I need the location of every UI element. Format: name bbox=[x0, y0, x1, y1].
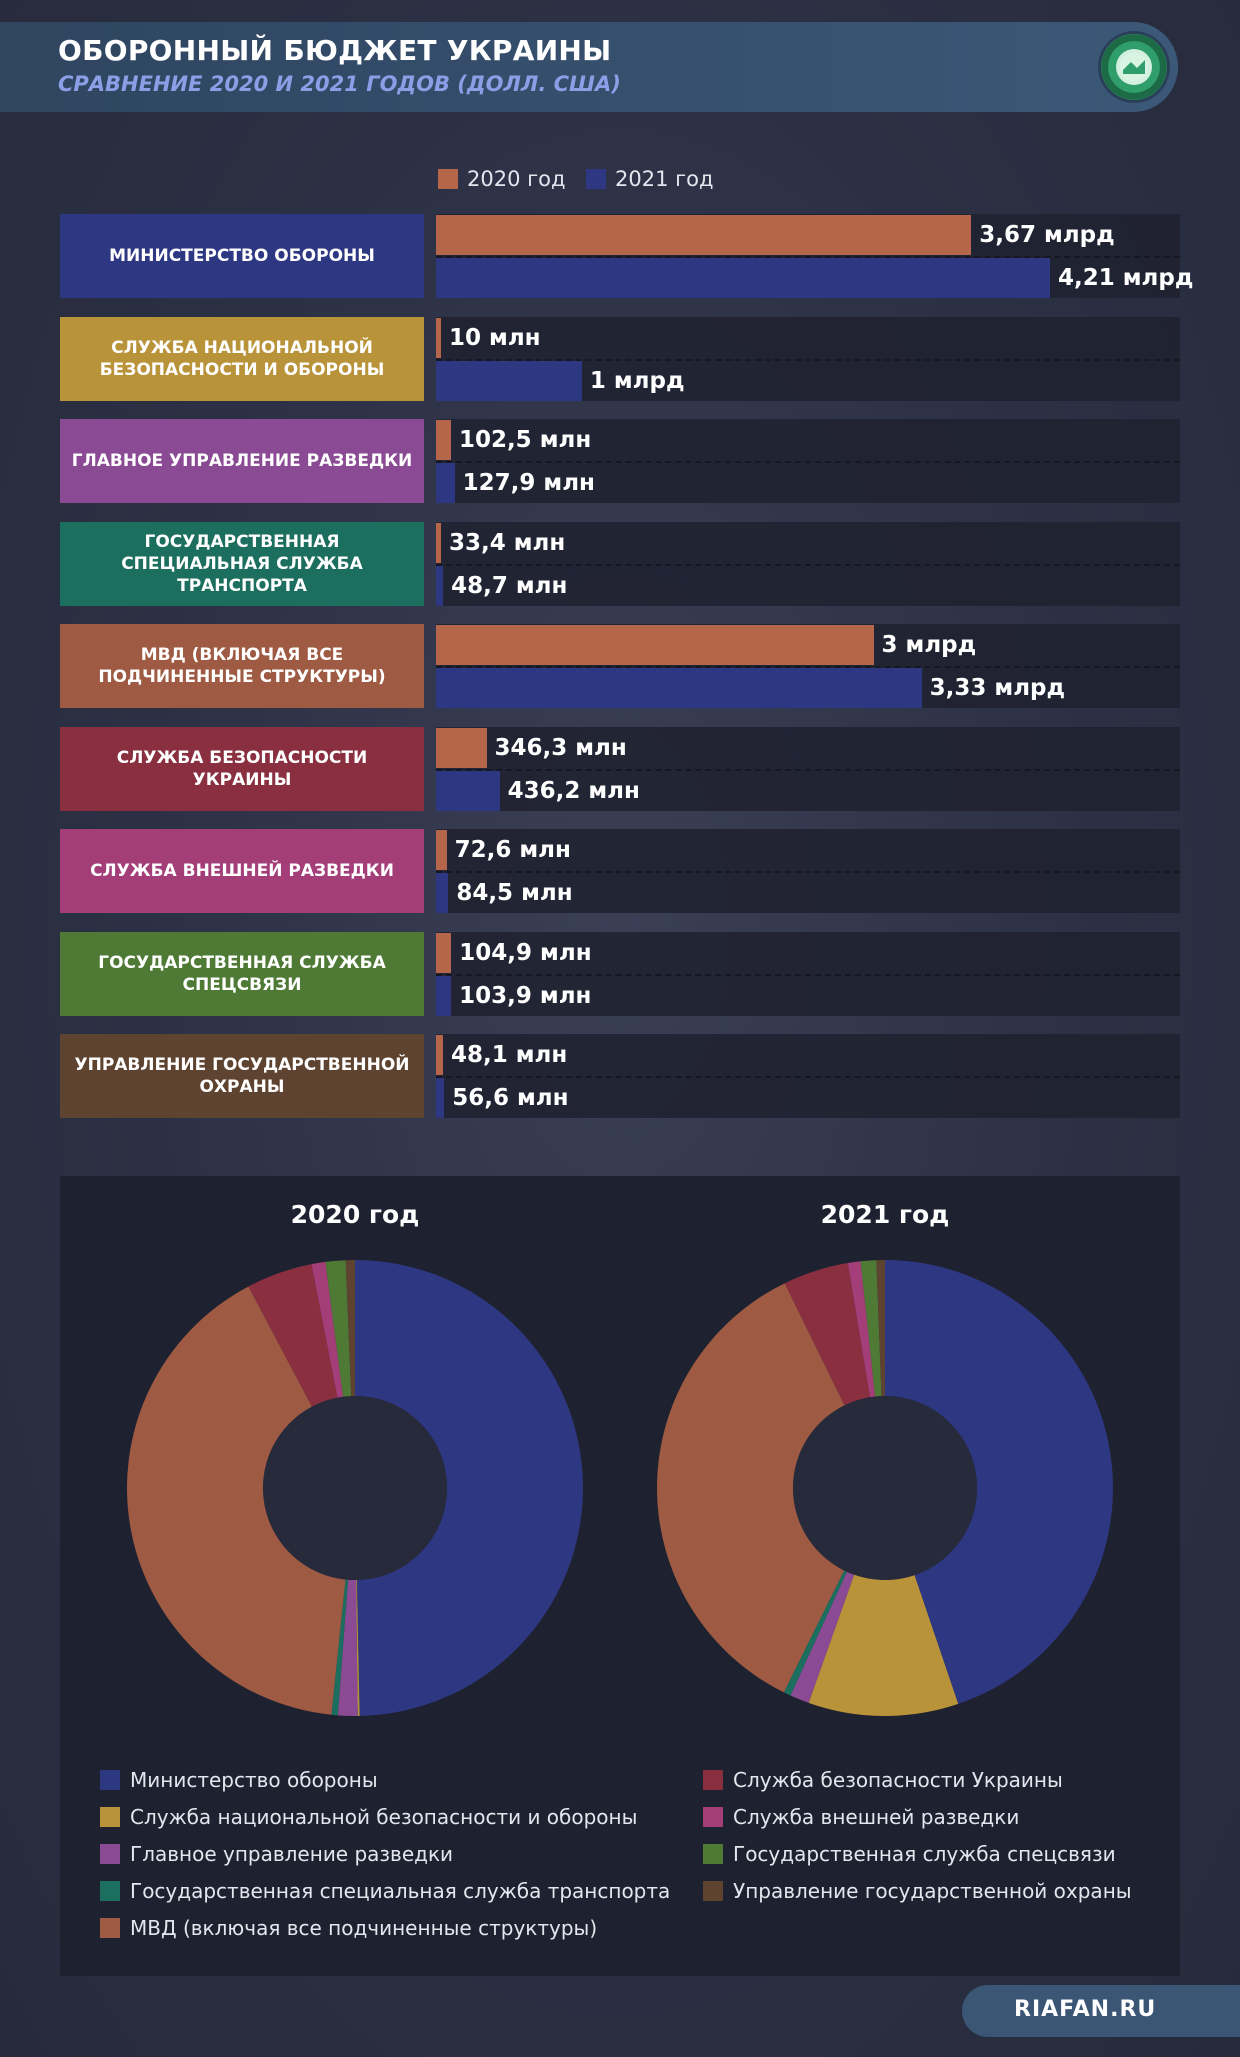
pie-legend-label: Служба безопасности Украины bbox=[733, 1768, 1063, 1792]
row-label: Управление государственной охраны bbox=[60, 1034, 424, 1118]
row-divider bbox=[436, 1076, 1180, 1078]
pie-legend-swatch bbox=[703, 1881, 723, 1901]
pie-legend-item: Главное управление разведки bbox=[100, 1842, 453, 1866]
row-divider bbox=[436, 564, 1180, 566]
pie-legend-swatch bbox=[100, 1807, 120, 1827]
value-label-2020: 3,67 млрд bbox=[979, 222, 1115, 248]
value-label-2021: 103,9 млн bbox=[459, 983, 592, 1009]
row-label: Министерство обороны bbox=[60, 214, 424, 298]
bar-2021 bbox=[436, 771, 500, 811]
pie-legend-item: Государственная специальная служба транс… bbox=[100, 1879, 670, 1903]
globe-logo-icon bbox=[1101, 34, 1167, 100]
pie-legend-item: Служба национальной безопасности и оборо… bbox=[100, 1805, 637, 1829]
bar-2020 bbox=[436, 523, 441, 563]
bar-2021 bbox=[436, 463, 455, 503]
bar-2020 bbox=[436, 933, 452, 973]
value-label-2020: 102,5 млн bbox=[458, 427, 592, 453]
pie-legend-label: МВД (включая все подчиненные структуры) bbox=[130, 1916, 598, 1940]
pie-legend-item: Управление государственной охраны bbox=[703, 1879, 1132, 1903]
legend-2020-label: 2020 год bbox=[467, 167, 566, 191]
pie-legend-swatch bbox=[100, 1770, 120, 1790]
legend-2020: 2020 год bbox=[438, 167, 566, 191]
pie-legend-swatch bbox=[703, 1770, 723, 1790]
row-divider bbox=[436, 256, 1180, 258]
pie-legend-item: Служба внешней разведки bbox=[703, 1805, 1019, 1829]
row-divider bbox=[436, 974, 1180, 976]
value-label-2021: 1 млрд bbox=[589, 368, 685, 394]
pie-legend-item: Министерство обороны bbox=[100, 1768, 378, 1792]
value-label-2020: 72,6 млн bbox=[454, 837, 571, 863]
bar-2020 bbox=[436, 420, 451, 460]
pie-legend-label: Государственная служба спецсвязи bbox=[733, 1842, 1116, 1866]
bar-2021 bbox=[436, 566, 444, 606]
row-label: МВД (включая все подчиненные структуры) bbox=[60, 624, 424, 708]
bar-2020 bbox=[436, 318, 441, 358]
bar-2020 bbox=[436, 1035, 443, 1075]
row-divider bbox=[436, 769, 1180, 771]
legend-2021-swatch bbox=[586, 169, 606, 189]
pie-legend-item: Служба безопасности Украины bbox=[703, 1768, 1063, 1792]
row-label: Служба национальной безопасности и оборо… bbox=[60, 317, 424, 401]
value-label-2021: 3,33 млрд bbox=[929, 675, 1066, 701]
value-label-2020: 346,3 млн bbox=[494, 735, 627, 761]
row-label: Главное управление разведки bbox=[60, 419, 424, 503]
row-divider bbox=[436, 871, 1180, 873]
value-label-2020: 3 млрд bbox=[881, 632, 977, 658]
row-divider bbox=[436, 359, 1180, 361]
pie-legend-swatch bbox=[100, 1918, 120, 1938]
bar-2020 bbox=[436, 215, 972, 255]
row-label: Государственная специальная служба транс… bbox=[60, 522, 424, 606]
header-banner: ОБОРОННЫЙ БЮДЖЕТ УКРАИНЫ СРАВНЕНИЕ 2020 … bbox=[0, 22, 1178, 112]
footer-badge[interactable]: RIAFAN.RU bbox=[962, 1985, 1240, 2037]
pie-legend-item: МВД (включая все подчиненные структуры) bbox=[100, 1916, 597, 1940]
bar-2021 bbox=[436, 668, 922, 708]
value-label-2020: 33,4 млн bbox=[449, 530, 566, 556]
pie-legend-swatch bbox=[100, 1881, 120, 1901]
value-label-2020: 104,9 млн bbox=[459, 940, 592, 966]
pie-legend-label: Министерство обороны bbox=[130, 1768, 378, 1792]
pie-legend-label: Государственная специальная служба транс… bbox=[130, 1879, 671, 1903]
row-divider bbox=[436, 666, 1180, 668]
pie-legend-swatch bbox=[100, 1844, 120, 1864]
value-label-2020: 48,1 млн bbox=[451, 1042, 568, 1068]
bar-2021 bbox=[436, 258, 1050, 298]
pie-legend-label: Главное управление разведки bbox=[130, 1842, 454, 1866]
bar-2020 bbox=[436, 625, 874, 665]
bar-2020 bbox=[436, 830, 447, 870]
pie-legend-label: Управление государственной охраны bbox=[733, 1879, 1132, 1903]
bar-2021 bbox=[436, 1078, 445, 1118]
page-subtitle: СРАВНЕНИЕ 2020 И 2021 ГОДОВ (ДОЛЛ. США) bbox=[58, 72, 621, 96]
value-label-2021: 84,5 млн bbox=[456, 880, 573, 906]
pie-legend-label: Служба национальной безопасности и оборо… bbox=[130, 1805, 638, 1829]
pie-legend-label: Служба внешней разведки bbox=[733, 1805, 1020, 1829]
value-label-2020: 10 млн bbox=[449, 325, 541, 351]
row-divider bbox=[436, 461, 1180, 463]
page-title: ОБОРОННЫЙ БЮДЖЕТ УКРАИНЫ bbox=[58, 34, 612, 67]
row-label: Служба безопасности Украины bbox=[60, 727, 424, 811]
legend-2020-swatch bbox=[438, 169, 458, 189]
value-label-2021: 127,9 млн bbox=[462, 470, 595, 496]
legend-2021: 2021 год bbox=[586, 167, 714, 191]
value-label-2021: 4,21 млрд bbox=[1058, 265, 1194, 291]
row-label: Государственная служба спецсвязи bbox=[60, 932, 424, 1016]
pie-legend-swatch bbox=[703, 1844, 723, 1864]
pie-2021-title: 2021 год bbox=[820, 1200, 950, 1229]
pie-legend-swatch bbox=[703, 1807, 723, 1827]
row-label: Служба внешней разведки bbox=[60, 829, 424, 913]
value-label-2021: 48,7 млн bbox=[451, 573, 568, 599]
bar-2021 bbox=[436, 873, 449, 913]
bar-2021 bbox=[436, 976, 452, 1016]
value-label-2021: 56,6 млн bbox=[452, 1085, 569, 1111]
legend-2021-label: 2021 год bbox=[615, 167, 714, 191]
pie-2020-title: 2020 год bbox=[290, 1200, 420, 1229]
site-link[interactable]: RIAFAN.RU bbox=[1014, 1997, 1157, 2022]
pie-legend-item: Государственная служба спецсвязи bbox=[703, 1842, 1116, 1866]
bar-2020 bbox=[436, 728, 487, 768]
value-label-2021: 436,2 млн bbox=[507, 778, 640, 804]
bar-2021 bbox=[436, 361, 582, 401]
